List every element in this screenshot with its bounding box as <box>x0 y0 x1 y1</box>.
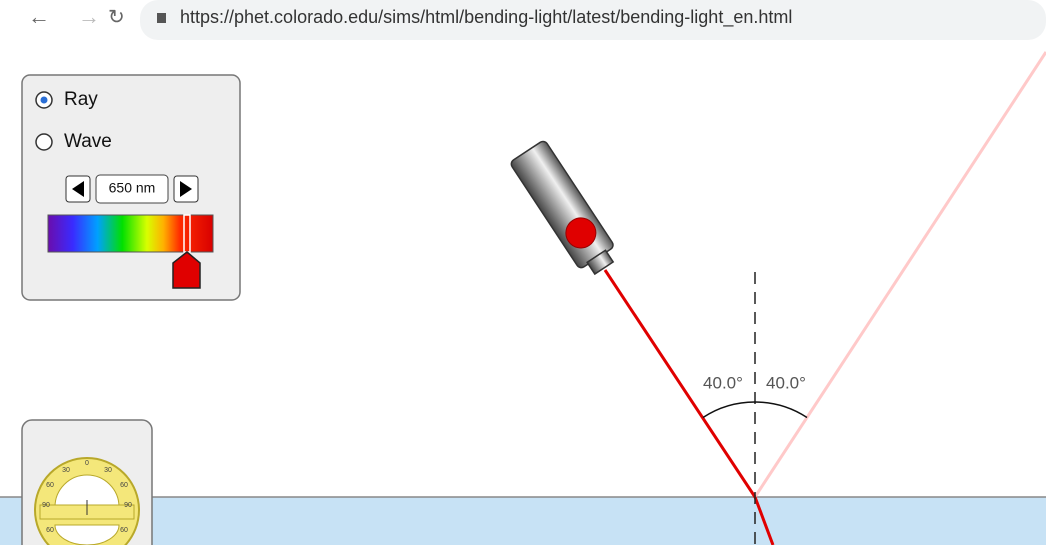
url: https://phet.colorado.edu/sims/html/bend… <box>180 7 792 28</box>
back-button[interactable]: ← <box>28 4 50 29</box>
protractor-label: 60 <box>120 482 128 489</box>
protractor-label: 90 <box>42 502 50 509</box>
protractor-label: 60 <box>46 482 54 489</box>
spectrum-slider[interactable] <box>48 215 213 252</box>
water <box>0 497 1046 545</box>
ray-radio-dot <box>41 97 48 104</box>
lock-icon <box>157 13 166 23</box>
wavelength-value: 650 nm <box>109 180 156 196</box>
wave-label[interactable]: Wave <box>64 131 112 152</box>
laser[interactable] <box>509 140 621 280</box>
protractor-label: 90 <box>124 502 132 509</box>
incident-angle: 40.0° <box>703 373 743 392</box>
page: ← → ↻ https://phet.colorado.edu/sims/htm… <box>0 0 1046 545</box>
protractor-label: 30 <box>104 467 112 474</box>
forward-button[interactable]: → <box>78 4 100 29</box>
protractor-label: 60 <box>120 527 128 534</box>
protractor-label: 0 <box>85 460 89 467</box>
wave-radio[interactable] <box>36 134 52 150</box>
ray-label[interactable]: Ray <box>64 89 98 110</box>
protractor-label: 30 <box>62 467 70 474</box>
reflected-angle: 40.0° <box>766 373 806 392</box>
screen: ← → ↻ https://phet.colorado.edu/sims/htm… <box>0 0 1046 545</box>
reflected-ray <box>755 52 1046 497</box>
protractor-label: 60 <box>46 527 54 534</box>
reload-button[interactable]: ↻ <box>108 6 125 28</box>
